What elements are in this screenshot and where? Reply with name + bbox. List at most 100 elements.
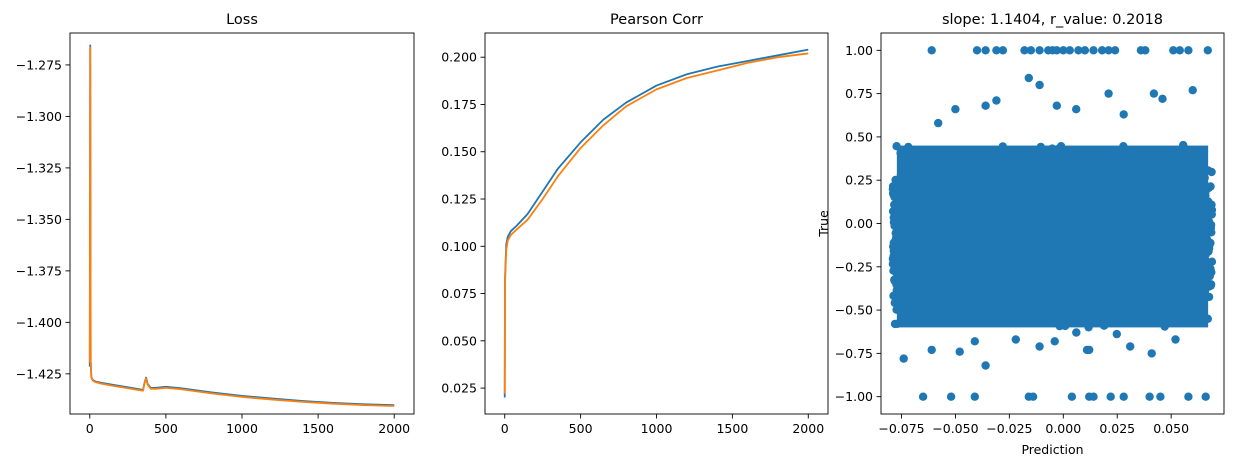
scatter-point xyxy=(981,46,990,55)
scatter-point xyxy=(970,392,979,401)
scatter-x-tick-label: −0.050 xyxy=(932,421,978,436)
scatter-x-tick-label: −0.025 xyxy=(986,421,1032,436)
loss-x-tick-label: 1500 xyxy=(302,421,334,436)
pearson-corr-x-tick-label: 1500 xyxy=(716,421,748,436)
pearson-corr-y-tick-label: 0.075 xyxy=(441,286,477,301)
pearson-corr-y-tick-label: 0.150 xyxy=(441,144,477,159)
scatter-point xyxy=(1119,392,1128,401)
pearson-corr-chart-title: Pearson Corr xyxy=(610,12,703,28)
scatter-point xyxy=(1184,392,1193,401)
scatter-chart-title: slope: 1.1404, r_value: 0.2018 xyxy=(942,12,1163,28)
pearson-corr-x-tick-label: 0 xyxy=(501,421,509,436)
scatter-y-axis-label: True xyxy=(816,210,831,238)
scatter-point xyxy=(1065,46,1075,55)
scatter-point xyxy=(1184,46,1193,55)
pearson-corr-y-tick-label: 0.175 xyxy=(441,97,477,112)
scatter-point xyxy=(951,105,960,114)
scatter-y-tick-label: −0.75 xyxy=(835,346,873,361)
pearson-corr-plot-area xyxy=(503,48,809,398)
scatter-point xyxy=(1028,392,1038,401)
scatter-point xyxy=(1074,46,1083,55)
pearson-corr-x-tick-label: 2000 xyxy=(792,421,824,436)
scatter-point xyxy=(955,347,964,356)
scatter-point xyxy=(934,118,943,128)
scatter-point xyxy=(927,345,936,355)
pearson-corr-y-tick-label: 0.200 xyxy=(441,50,477,65)
scatter-y-tick-label: −0.25 xyxy=(835,259,873,274)
loss-x-tick-label: 0 xyxy=(86,421,94,436)
scatter-point xyxy=(1147,349,1156,358)
scatter-x-tick-label: −0.075 xyxy=(878,421,924,436)
scatter-point xyxy=(1089,392,1098,401)
scatter-y-tick-label: 0.50 xyxy=(845,129,873,144)
scatter-point xyxy=(1011,335,1020,344)
scatter-point xyxy=(1035,80,1044,90)
scatter-point xyxy=(1026,46,1036,55)
scatter-point xyxy=(1158,94,1167,104)
scatter-point xyxy=(1203,314,1213,323)
prediction-vs-true-scatter-chart: −0.075 −0.050 −0.025 0.000 0.025 0.050 −1.00 −0… xyxy=(816,12,1225,457)
scatter-point xyxy=(1080,46,1090,55)
scatter-point xyxy=(1112,329,1122,339)
loss-y-tick-label: −1.425 xyxy=(16,366,62,381)
scatter-point xyxy=(1206,238,1215,248)
scatter-point xyxy=(927,46,936,55)
scatter-point xyxy=(1104,46,1113,55)
scatter-point xyxy=(890,221,899,230)
scatter-point xyxy=(1089,46,1098,55)
loss-y-tick-label: −1.375 xyxy=(16,263,62,278)
scatter-point xyxy=(1052,101,1062,110)
loss-series-line-1 xyxy=(88,44,395,407)
loss-chart: 0 500 1000 1500 2000 −1.425 −1.400 −1.375 −1.350… xyxy=(16,12,415,436)
scatter-point xyxy=(1175,46,1185,55)
scatter-point xyxy=(998,46,1008,55)
scatter-point xyxy=(992,46,1001,55)
scatter-point xyxy=(1201,392,1210,401)
scatter-point xyxy=(1024,73,1034,83)
scatter-point xyxy=(1188,86,1197,95)
scatter-point xyxy=(1141,46,1150,55)
scatter-point xyxy=(972,46,982,55)
loss-y-tick-label: −1.350 xyxy=(16,212,62,227)
scatter-point xyxy=(1126,342,1135,351)
loss-y-tick-label: −1.400 xyxy=(16,315,62,330)
scatter-point xyxy=(970,337,979,346)
scatter-point xyxy=(1020,46,1029,55)
loss-y-tick-label: −1.275 xyxy=(16,57,62,72)
loss-x-tick-label: 1000 xyxy=(226,421,258,436)
scatter-dense-core xyxy=(896,145,1209,328)
scatter-x-axis-label: Prediction xyxy=(1021,442,1083,457)
loss-plot-area xyxy=(88,44,395,407)
scatter-x-tick-label: 0.000 xyxy=(1045,421,1081,436)
scatter-point xyxy=(890,319,900,329)
pearson-corr-y-tick-label: 0.125 xyxy=(441,192,477,207)
scatter-point xyxy=(1149,89,1159,98)
loss-x-tick-label: 500 xyxy=(154,421,178,436)
pearson-corr-y-tick-label: 0.050 xyxy=(441,333,477,348)
scatter-point xyxy=(1035,342,1044,351)
scatter-point xyxy=(1072,328,1081,337)
scatter-point xyxy=(1110,46,1120,55)
scatter-point xyxy=(1085,345,1094,355)
scatter-point xyxy=(981,361,990,370)
scatter-plot-area xyxy=(888,46,1217,401)
scatter-point xyxy=(1171,335,1180,344)
pearson-corr-y-tick-label: 0.025 xyxy=(441,381,477,396)
scatter-point xyxy=(992,96,1001,105)
loss-y-tick-label: −1.300 xyxy=(16,109,62,124)
scatter-x-tick-label: 0.050 xyxy=(1153,421,1189,436)
scatter-point xyxy=(1072,105,1081,114)
pearson-corr-series-line-1 xyxy=(503,48,809,398)
scatter-y-tick-label: 0.75 xyxy=(845,86,873,101)
loss-y-tick-label: −1.325 xyxy=(16,160,62,175)
scatter-y-tick-label: −0.50 xyxy=(835,303,873,318)
scatter-point xyxy=(1203,46,1213,55)
scatter-point xyxy=(889,191,898,200)
pearson-corr-chart: 0 500 1000 1500 2000 0.025 0.050 0.075 0.100 0.12… xyxy=(441,12,829,436)
scatter-point xyxy=(1050,337,1059,346)
pearson-corr-x-tick-label: 500 xyxy=(569,421,593,436)
scatter-point xyxy=(1067,392,1077,401)
scatter-y-tick-label: 0.00 xyxy=(845,216,873,231)
pearson-corr-series-line-2 xyxy=(503,52,809,394)
